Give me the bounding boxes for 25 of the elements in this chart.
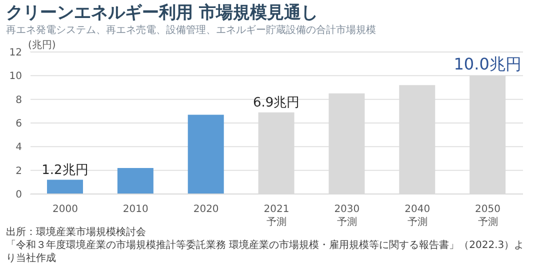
x-tick-label: 2010 (122, 204, 148, 215)
bar (117, 168, 154, 194)
x-tick-label: 2030 予測 (334, 204, 360, 228)
data-label: 6.9兆円 (252, 95, 300, 110)
y-tick-label: 2 (16, 166, 22, 177)
text: 出所：環境産業市場規模検討会 (6, 227, 146, 238)
y-tick-label: 6 (16, 118, 22, 130)
y-tick-label: 0 (16, 190, 22, 201)
y-tick-label: 12 (9, 48, 22, 59)
text: 「令和３年度環境産業の市場規模推計等委託業務 環境産業の市場規模・雇用規模等に関する報告書」（2022.3）より当社作成 (6, 239, 526, 265)
x-tick-label: 2050 予測 (475, 204, 501, 228)
y-tick-label: 10 (9, 71, 22, 82)
y-axis-title: (兆円) (28, 38, 56, 52)
data-label: 10.0兆円 (454, 54, 522, 74)
x-tick-label: 2021 予測 (264, 204, 290, 228)
x-tick-label: 2000 (52, 204, 78, 215)
x-tick-label: 2020 (193, 204, 219, 215)
bar (188, 114, 224, 194)
chart-subtitle: 再エネ発電システム、再エネ売電、設備管理、エネルギー貯蔵設備の合計市場規模 (5, 24, 377, 38)
y-tick-label: 4 (16, 142, 22, 154)
chart-title: クリーンエネルギー利用 市場規模見通し (5, 2, 319, 24)
bar (47, 180, 83, 194)
x-tick-label: 2040 予測 (404, 204, 430, 228)
y-tick-label: 8 (16, 94, 22, 106)
data-label: 1.2兆円 (42, 162, 88, 178)
